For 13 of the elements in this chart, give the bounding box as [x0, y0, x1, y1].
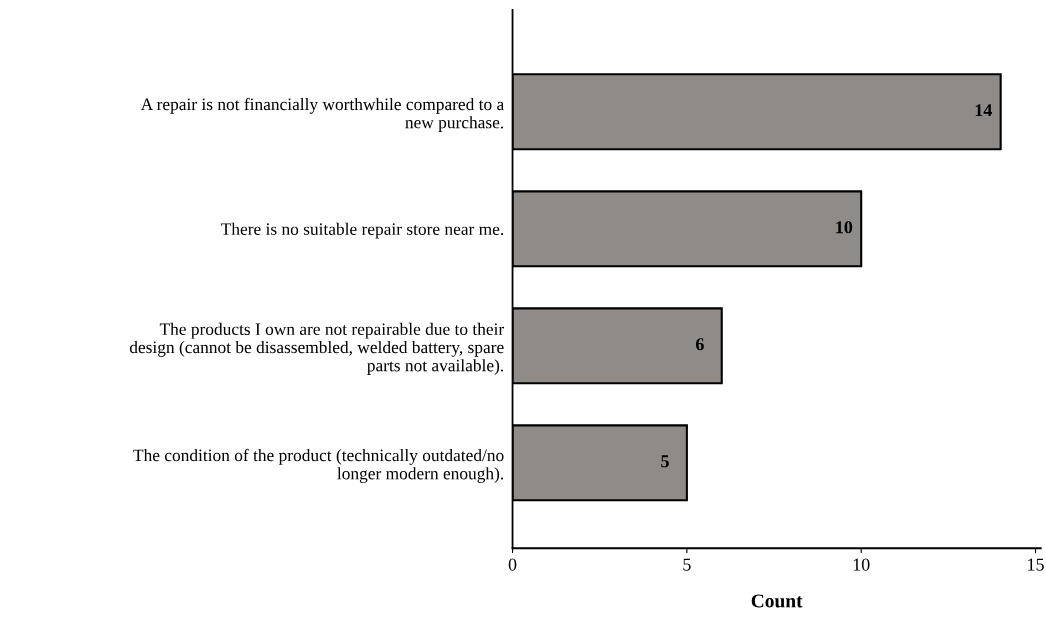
x-axis-title: Count — [751, 594, 803, 608]
data-label: 10 — [836, 221, 853, 234]
data-label: 5 — [661, 455, 669, 468]
x-tick-label: 5 — [683, 558, 691, 571]
x-tick-label: 15 — [1028, 558, 1044, 571]
y-tick-label: The products I own are not repairable due to their design (cannot be disassembled, welded battery, spare parts not available). — [129, 322, 505, 375]
x-tick-label: 0 — [508, 558, 517, 571]
y-tick-label: A repair is not financially worthwhile compared to a new purchase. — [140, 97, 504, 132]
y-tick-label: The condition of the product (technically outdated/no longer modern enough). — [133, 448, 504, 483]
y-tick-label: There is no suitable repair store near me. — [221, 222, 504, 239]
data-label: 6 — [695, 338, 704, 351]
x-tick-label: 10 — [853, 558, 870, 571]
data-label: 14 — [975, 104, 992, 117]
